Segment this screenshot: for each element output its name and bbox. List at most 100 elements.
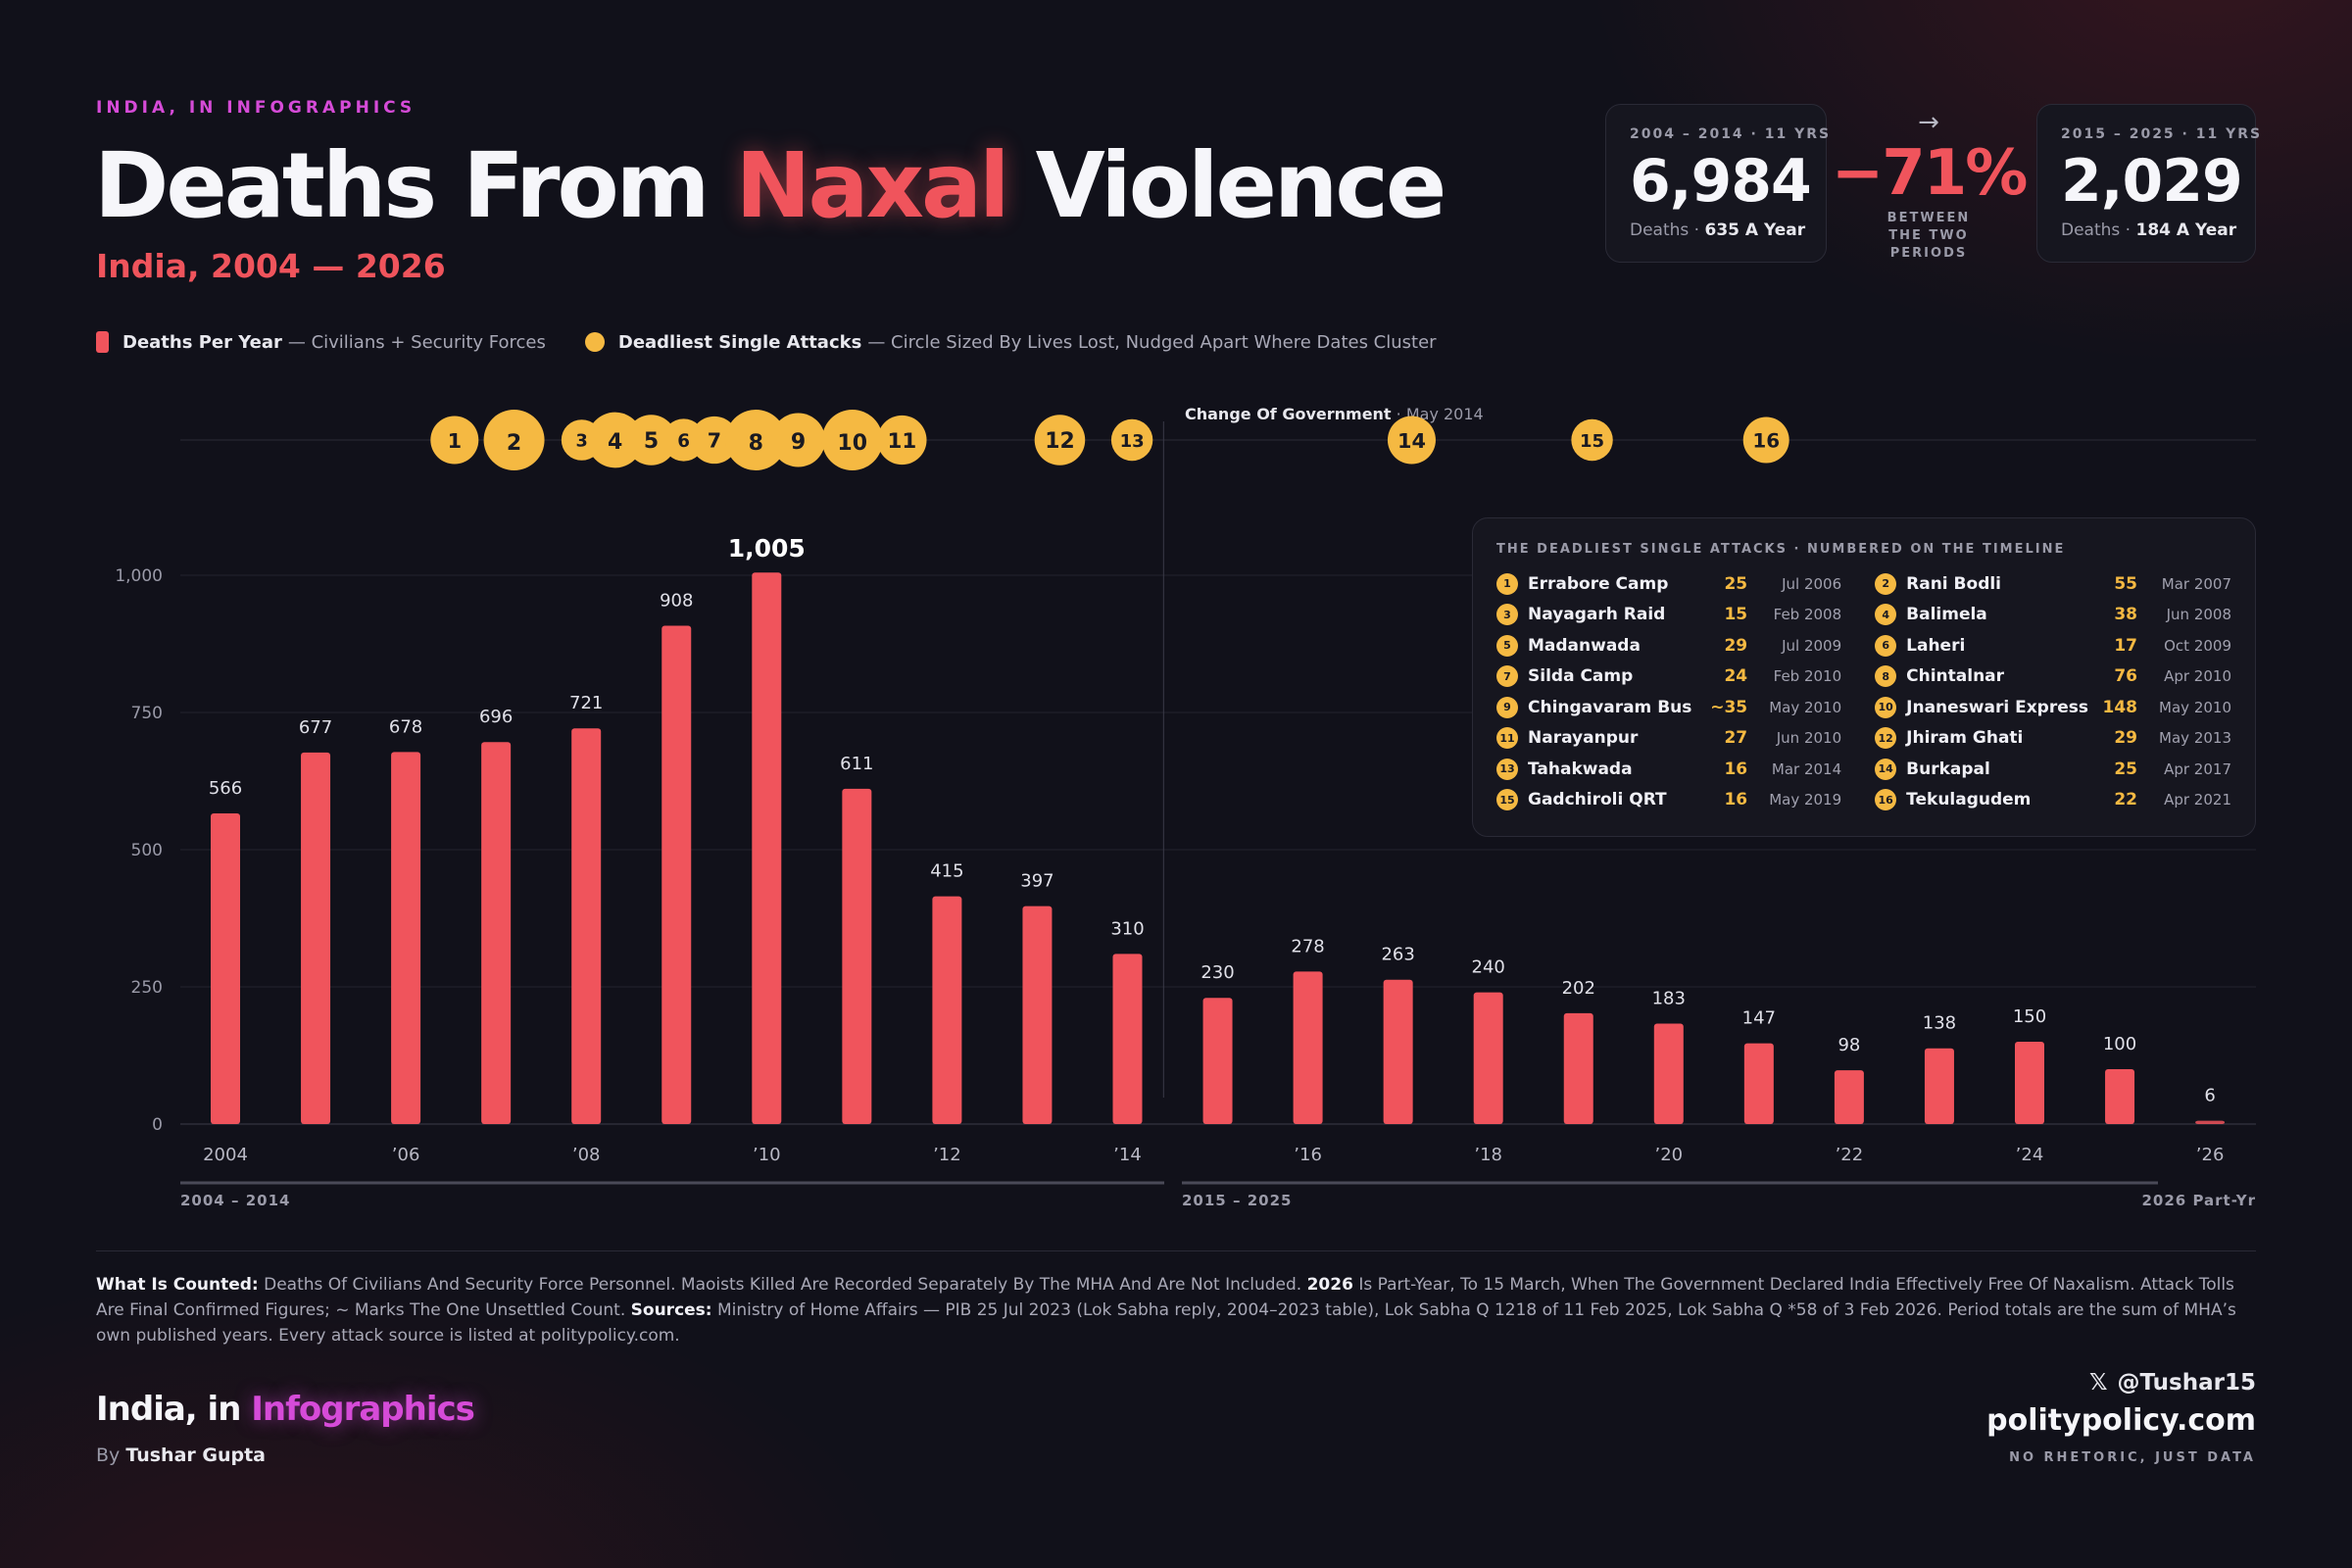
attack-deaths: 25 <box>1724 573 1748 594</box>
bar-2014 <box>1112 954 1143 1124</box>
attack-number: 3 <box>575 432 587 452</box>
attack-name: Errabore Camp <box>1528 573 1669 594</box>
legend-circles-text: — Circle Sized By Lives Lost, Nudged Apa… <box>867 331 1437 353</box>
author-name: Tushar Gupta <box>125 1445 266 1466</box>
attack-number: 1 <box>448 429 462 453</box>
attack-circle-12 <box>1034 415 1086 466</box>
bar-value-label: 202 <box>1562 978 1595 999</box>
attack-circle-11 <box>877 415 927 466</box>
x-tick-label: 2004 <box>203 1145 248 1165</box>
stat-value: 2,029 <box>2061 147 2243 216</box>
attack-number: 15 <box>1580 431 1604 452</box>
attack-deaths: 25 <box>2114 759 2137 779</box>
kicker: INDIA, IN INFOGRAPHICS <box>96 98 416 118</box>
attack-row-13: 13 Tahakwada 16 Mar 2014 <box>1496 754 1841 785</box>
attack-name: Rani Bodli <box>1906 573 2002 594</box>
attack-row-3: 3 Nayagarh Raid 15 Feb 2008 <box>1496 600 1841 631</box>
attack-name: Tekulagudem <box>1906 790 2032 810</box>
legend-bar-swatch <box>96 331 109 353</box>
notes-what-text: Deaths Of Civilians And Security Force P… <box>258 1275 1307 1295</box>
bar-value-label: 611 <box>840 754 873 774</box>
bar-value-label: 721 <box>569 693 603 713</box>
bar-2011 <box>842 788 872 1124</box>
attack-badge: 1 <box>1496 572 1518 595</box>
x-tick-label: ’10 <box>753 1145 781 1165</box>
change-percent: −71% <box>1831 137 2029 210</box>
attack-date: Jul 2009 <box>1782 636 1842 655</box>
attack-name: Madanwada <box>1528 635 1641 656</box>
bar-2010 <box>752 572 782 1124</box>
attack-deaths: 27 <box>1724 728 1748 749</box>
x-tick-label: ’26 <box>2196 1145 2225 1165</box>
attack-row-15: 15 Gadchiroli QRT 16 May 2019 <box>1496 785 1841 816</box>
x-tick-label: ’22 <box>1836 1145 1864 1165</box>
attack-badge: 12 <box>1875 727 1897 750</box>
page-title: Deaths From Naxal Violence <box>94 127 1447 245</box>
arrow-right-icon: → <box>1918 108 1939 137</box>
attack-date: Mar 2014 <box>1771 760 1842 778</box>
bar-value-label: 183 <box>1652 989 1686 1009</box>
attack-deaths: 29 <box>2114 728 2137 749</box>
attack-circle-10 <box>821 410 883 470</box>
stat-caption-pre: Deaths · <box>1630 220 1705 240</box>
attack-badge: 9 <box>1496 696 1518 718</box>
bar-2006 <box>391 752 421 1124</box>
attack-deaths: 76 <box>2114 666 2137 687</box>
attack-row-9: 9 Chingavaram Bus ~35 May 2010 <box>1496 692 1841 723</box>
bar-value-label: 310 <box>1110 918 1144 939</box>
bar-2016 <box>1293 971 1323 1124</box>
bar-2021 <box>1743 1043 1774 1124</box>
attack-badge: 3 <box>1496 604 1518 626</box>
attack-row-1: 1 Errabore Camp 25 Jul 2006 <box>1496 568 1841 600</box>
attack-number: 13 <box>1120 431 1145 452</box>
period-label: 2015 – 2025 <box>1182 1192 1292 1209</box>
attacks-list: 1 Errabore Camp 25 Jul 2006 2 Rani Bodli 55 Mar… <box>1496 568 2231 815</box>
y-tick-label: 750 <box>131 704 163 723</box>
attack-deaths: 29 <box>1724 635 1748 656</box>
attack-date: Apr 2021 <box>2164 791 2231 809</box>
bar-value-label: 415 <box>930 861 963 882</box>
attack-circle-8 <box>725 410 787 470</box>
bar-value-label: 100 <box>2103 1034 2136 1054</box>
y-tick-label: 0 <box>152 1115 163 1135</box>
attack-badge: 10 <box>1875 696 1897 718</box>
attack-circle-5 <box>625 415 677 466</box>
attack-circle-13 <box>1110 418 1153 462</box>
x-tick-label: ’12 <box>933 1145 961 1165</box>
tagline: NO RHETORIC, JUST DATA <box>2009 1450 2256 1465</box>
attack-row-11: 11 Narayanpur 27 Jun 2010 <box>1496 723 1841 755</box>
stat-label: 2015 – 2025 · 11 YRS <box>2061 126 2263 142</box>
government-change-label: Change Of Government · May 2014 <box>1185 405 1484 423</box>
bar-value-label: 696 <box>479 707 513 727</box>
bar-2020 <box>1653 1023 1684 1124</box>
attack-badge: 11 <box>1496 727 1518 750</box>
attack-date: May 2010 <box>1769 698 1842 716</box>
x-tick-label: ’24 <box>2016 1145 2044 1165</box>
footnotes: What Is Counted: Deaths Of Civilians And… <box>96 1272 2256 1348</box>
social-handle[interactable]: 𝕏 @Tushar15 <box>2089 1370 2256 1396</box>
bar-2019 <box>1563 1012 1593 1124</box>
attack-date: Oct 2009 <box>2164 636 2231 655</box>
x-tick-label: ’06 <box>392 1145 420 1165</box>
attack-row-14: 14 Burkapal 25 Apr 2017 <box>1875 754 2231 785</box>
bar-2018 <box>1473 992 1503 1124</box>
x-tick-label: ’14 <box>1113 1145 1142 1165</box>
attack-circle-16 <box>1742 416 1789 464</box>
attack-name: Narayanpur <box>1528 728 1639 749</box>
stat-caption-pre: Deaths · <box>2061 220 2136 240</box>
title-highlight: Naxal <box>735 133 1010 238</box>
stat-caption-bold: 184 A Year <box>2135 220 2237 240</box>
x-tick-label: ’18 <box>1474 1145 1502 1165</box>
legend-circles-title: Deadliest Single Attacks <box>617 331 862 353</box>
attack-row-16: 16 Tekulagudem 22 Apr 2021 <box>1875 785 2231 816</box>
bar-2013 <box>1022 906 1053 1124</box>
bar-value-label: 263 <box>1381 945 1414 965</box>
period-label: 2004 – 2014 <box>180 1192 290 1209</box>
website-link[interactable]: politypolicy.com <box>1986 1403 2256 1438</box>
handle-text: @Tushar15 <box>2117 1370 2256 1396</box>
attack-deaths: 16 <box>1724 790 1748 810</box>
bar-chart: 0 250 500 750 1,000 Change Of Government · Ma… <box>115 405 2256 1209</box>
bar-2012 <box>932 896 962 1124</box>
bar-2023 <box>1924 1048 1954 1124</box>
title-post: Violence <box>1006 133 1447 238</box>
